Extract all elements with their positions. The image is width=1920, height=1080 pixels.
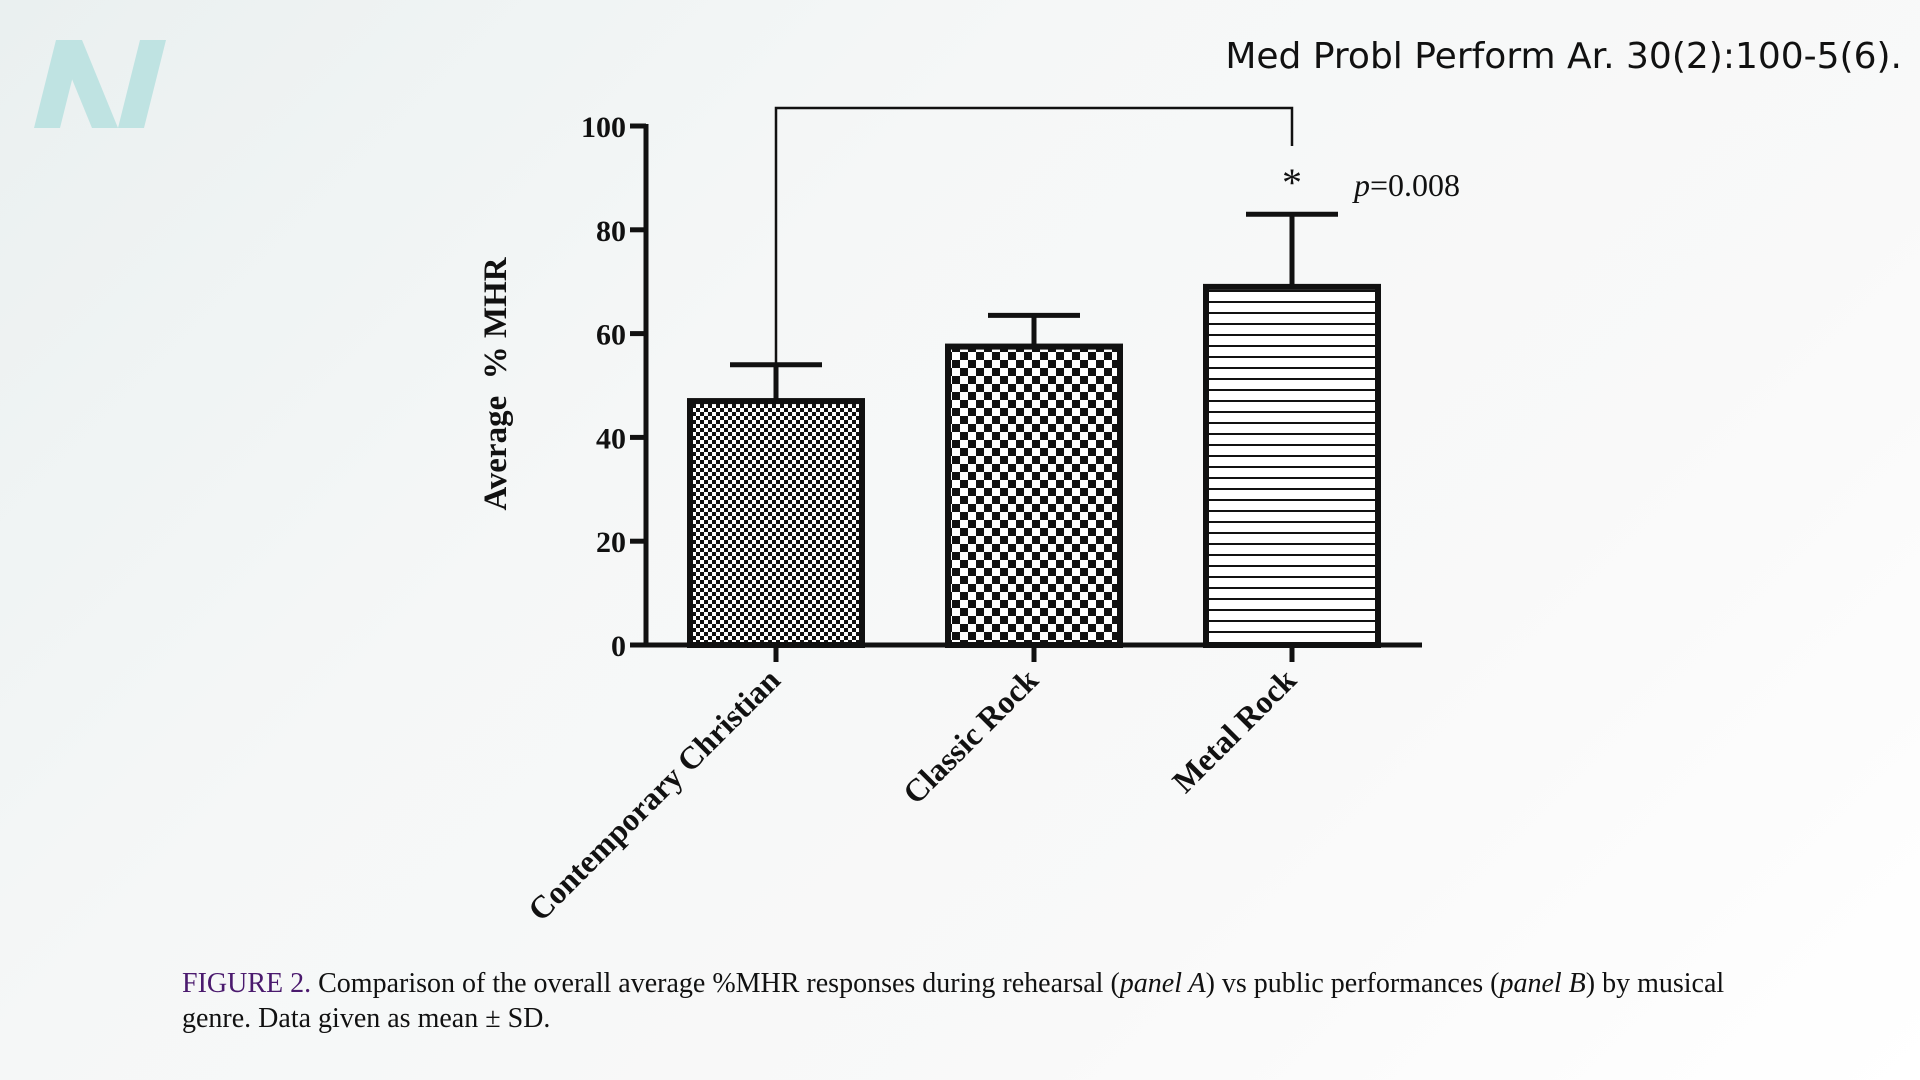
figure-label: FIGURE 2. <box>182 968 312 999</box>
y-tick-label-100: 100 <box>581 111 626 144</box>
significance-bracket <box>774 106 1294 363</box>
y-tick-label-0: 0 <box>611 630 626 663</box>
significance-marker: * <box>1282 160 1302 205</box>
y-axis: 0 20 40 60 80 100 <box>581 111 649 663</box>
y-axis-title: Average % MHR <box>478 256 514 510</box>
caption-text-1: Comparison of the overall average %MHR r… <box>311 968 1120 999</box>
bar-metal-rock <box>1203 283 1381 648</box>
x-tick-label-contemporary-christian: Contemporary Christian <box>521 661 787 927</box>
figure-caption: FIGURE 2. Comparison of the overall aver… <box>182 966 1782 1036</box>
caption-panel-a: panel A <box>1119 968 1206 999</box>
bar-contemporary-christian <box>687 398 865 648</box>
p-value-number: =0.008 <box>1370 167 1460 203</box>
caption-text-3: ) by musical genre. Data given as mean ±… <box>182 968 1725 1034</box>
caption-panel-b: panel B <box>1499 968 1586 999</box>
y-tick-label-40: 40 <box>596 422 626 455</box>
y-tick-label-80: 80 <box>596 215 626 248</box>
p-value-label: p=0.008 <box>1352 167 1460 203</box>
logo-diagonal-stroke <box>56 40 118 128</box>
bar-classic-rock <box>945 343 1123 648</box>
p-value-prefix: p <box>1352 167 1370 203</box>
bar-chart: 0 20 40 60 80 100 Average % MHR Contemporary … <box>478 106 1460 928</box>
x-tick-label-classic-rock: Classic Rock <box>896 661 1045 810</box>
journal-logo-icon <box>34 40 166 128</box>
x-tick-label-metal-rock: Metal Rock <box>1165 661 1303 799</box>
y-tick-label-20: 20 <box>596 526 626 559</box>
caption-text-2: ) vs public performances ( <box>1205 968 1500 999</box>
y-tick-label-60: 60 <box>596 319 626 352</box>
logo-right-stroke <box>118 40 166 128</box>
citation-text: Med Probl Perform Ar. 30(2):100-5(6). <box>1225 36 1902 77</box>
